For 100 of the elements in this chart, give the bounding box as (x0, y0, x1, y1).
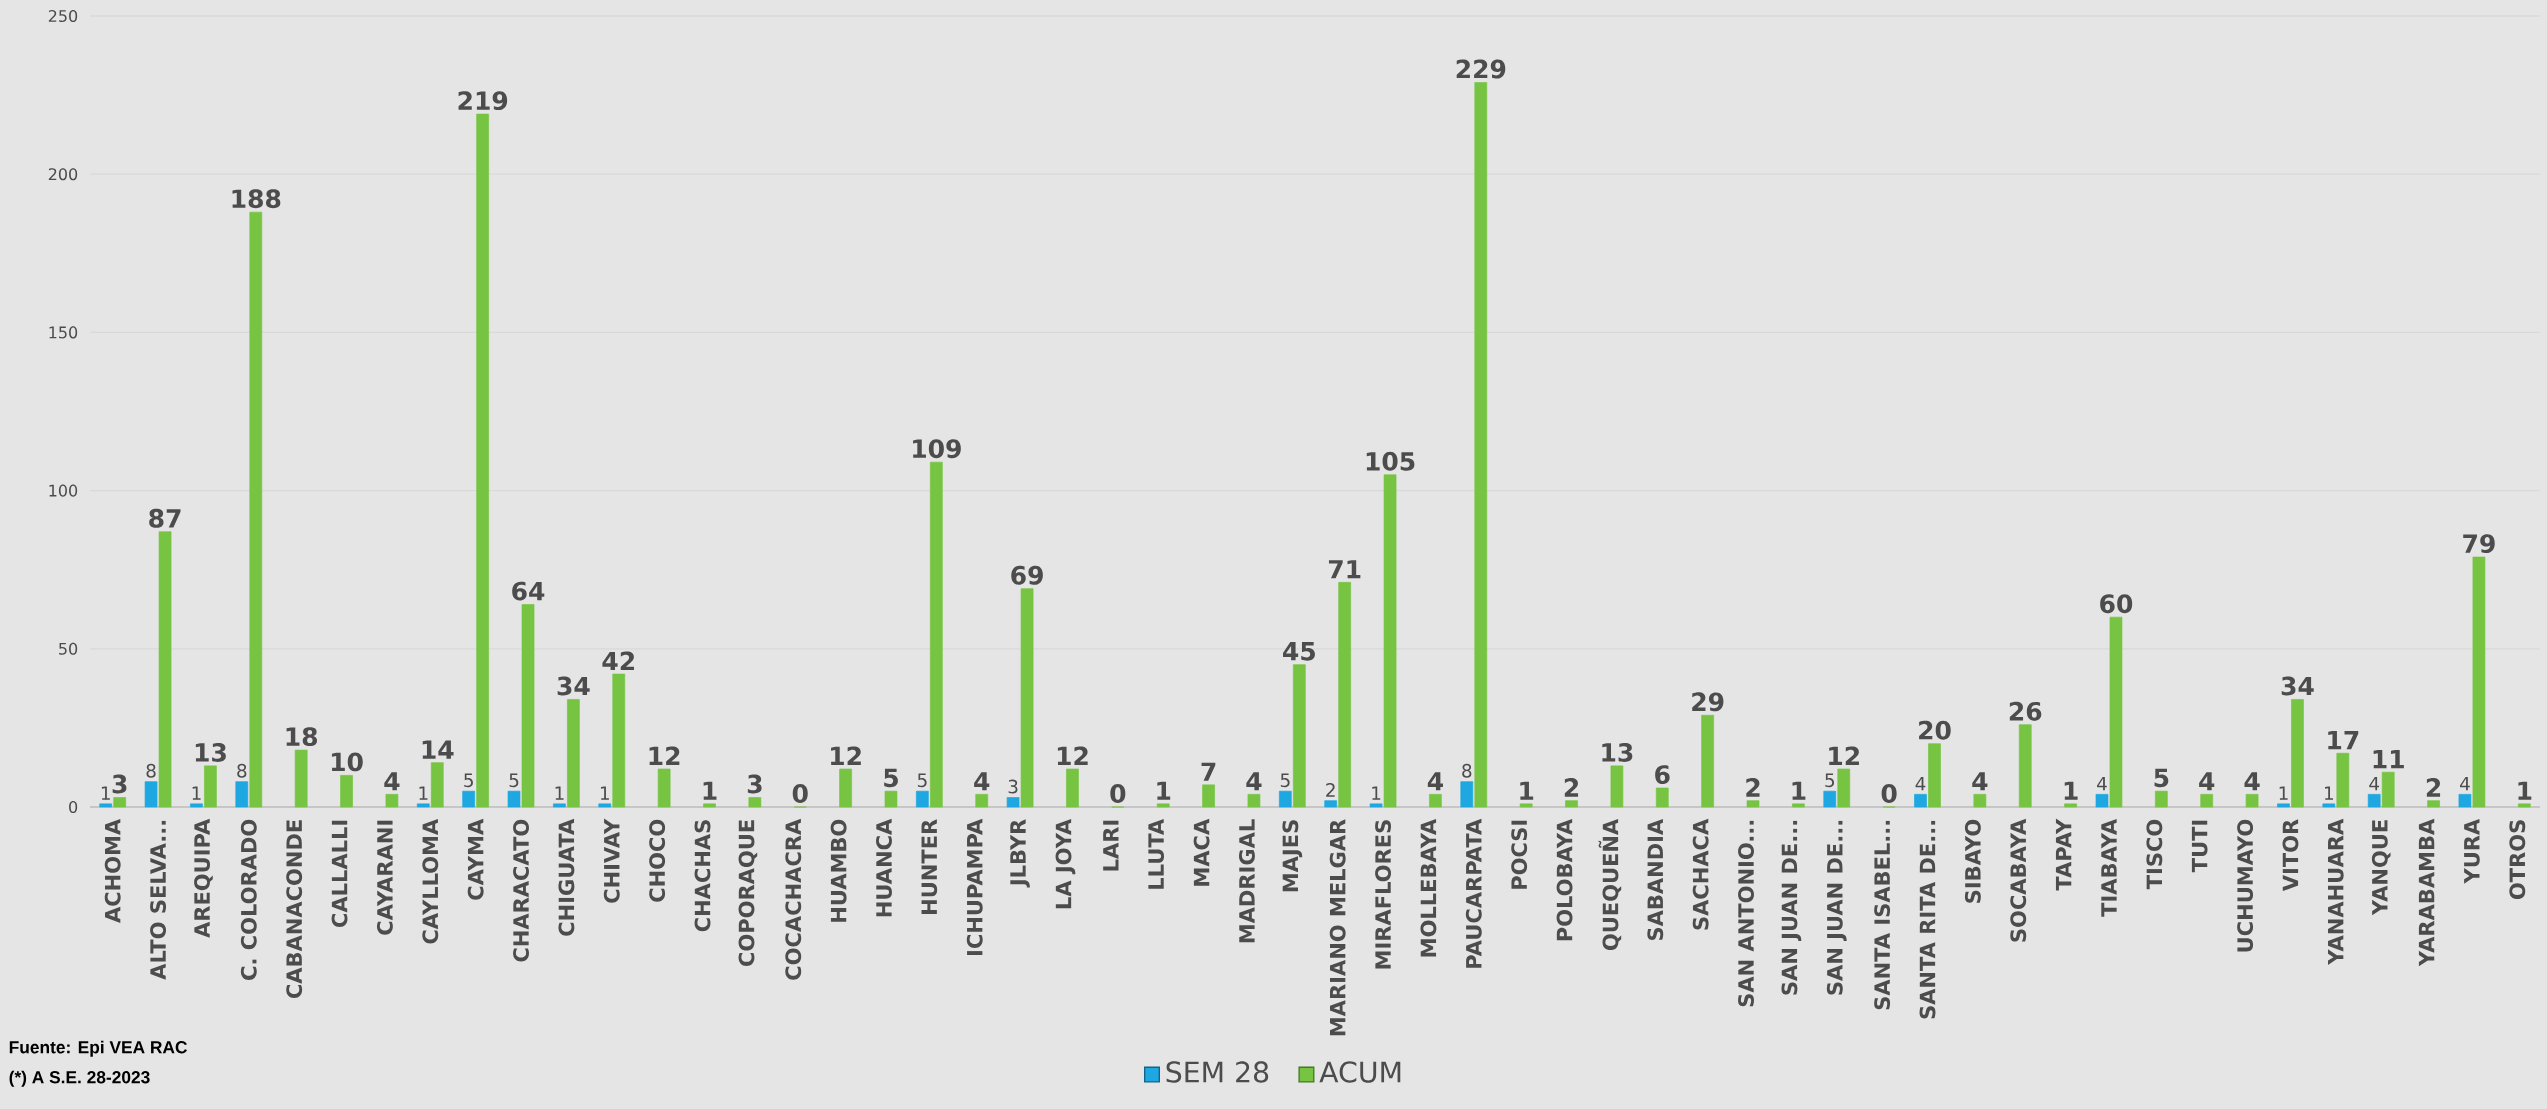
bar (1066, 768, 1079, 808)
bar (2291, 699, 2304, 808)
x-tick-label: CHOCO (649, 819, 666, 902)
x-tick-label: CAYMA (467, 818, 484, 900)
x-tick-label: ICHUPAMPA (966, 818, 983, 956)
bar (1474, 82, 1488, 808)
x-tick-label: CABANACONDE (286, 820, 303, 999)
bar (2472, 556, 2486, 808)
bar (2367, 794, 2381, 808)
bar (930, 461, 943, 808)
bar (294, 749, 308, 808)
data-label: 1 (555, 786, 564, 800)
bar (2095, 794, 2109, 808)
bar (462, 790, 475, 808)
data-label: 3 (1008, 779, 1018, 794)
bar (1973, 794, 1987, 808)
bar (2336, 752, 2350, 808)
x-tick-label: PAUCARPATA (1465, 818, 1482, 968)
data-label: 12 (1057, 746, 1088, 766)
data-label: 14 (422, 740, 454, 759)
data-label: 105 (1366, 451, 1415, 471)
bar (158, 531, 172, 808)
data-label: 42 (602, 651, 634, 671)
data-label: 29 (1692, 692, 1724, 712)
legend-label: SEM 28 (1166, 1061, 1269, 1083)
data-label: 7 (1201, 762, 1216, 781)
bar (1202, 784, 1215, 808)
data-label: 1 (2064, 781, 2078, 800)
bar (2277, 803, 2290, 808)
x-tick-label: SACHACA (1692, 818, 1709, 930)
data-label: 18 (286, 727, 318, 747)
bar (2109, 616, 2123, 808)
x-tick-label: HUAMBO (830, 819, 847, 922)
data-label: 1 (1372, 786, 1381, 800)
bar (2322, 803, 2336, 808)
y-tick-label: 200 (48, 168, 78, 181)
data-label: 2 (1326, 783, 1335, 797)
y-tick-label: 0 (69, 800, 78, 814)
text: (*) A S.E. 28-2023 (9, 1070, 150, 1087)
bar (476, 113, 489, 808)
bar (2200, 794, 2214, 808)
bar (2458, 794, 2472, 808)
bar (1792, 803, 1805, 808)
data-label: 0 (1881, 784, 1897, 804)
bar (430, 762, 444, 808)
data-label: 1 (703, 781, 717, 800)
data-label: 0 (792, 784, 808, 804)
bar (1324, 800, 1338, 808)
x-tick-label: SAN JUAN DE... (1781, 820, 1802, 995)
x-tick-label: UCHUMAYO (2237, 819, 2254, 952)
bar (748, 797, 762, 808)
bar (1519, 803, 1533, 808)
bar (1020, 588, 1034, 808)
x-tick-label: SAN JUAN DE... (1826, 820, 1847, 995)
x-tick-label: YANAHUARA (2328, 818, 2344, 965)
data-label: 34 (557, 676, 590, 696)
data-label: 4 (384, 772, 400, 791)
x-tick-label: POLOBAYA (1556, 818, 1573, 941)
bar (1746, 800, 1760, 808)
x-tick-label: CHIVAY (603, 818, 620, 903)
data-label: 60 (2100, 594, 2133, 614)
data-label: 4 (2097, 776, 2107, 791)
bar (1156, 803, 1170, 808)
data-label: 17 (2328, 731, 2359, 750)
x-tick-label: SIBAYO (1964, 819, 1981, 903)
y-tick-label: 250 (48, 9, 78, 23)
x-tick-label: MADRIGAL (1239, 819, 1255, 943)
data-label: 13 (1602, 742, 1633, 762)
x-tick-label: OTROS (2509, 820, 2526, 900)
bar (1928, 743, 1941, 808)
bar (249, 211, 263, 808)
y-tick-label: 150 (49, 326, 78, 339)
data-label: 34 (2281, 676, 2314, 696)
bar (1278, 790, 1292, 808)
bar (144, 781, 158, 808)
x-tick-label: SOCABAYA (2010, 818, 2027, 942)
x-tick-label: SANTA ISABEL... (1874, 820, 1891, 1010)
data-label: 8 (237, 763, 247, 778)
data-label: 8 (146, 763, 156, 778)
bar (2427, 800, 2440, 808)
x-tick-label: CHARACATO (513, 819, 529, 962)
data-label: 229 (1456, 59, 1506, 79)
x-tick-label: TUTI (2191, 820, 2208, 873)
x-tick-label: MACA (1193, 818, 1210, 886)
x-tick-label: SABANDIA (1647, 818, 1664, 940)
bar (657, 768, 671, 808)
data-label: 12 (1829, 746, 1859, 766)
bar (1429, 794, 1442, 808)
data-label: 4 (1246, 772, 1262, 791)
data-label: 4 (1972, 772, 1988, 791)
bar (612, 673, 626, 808)
x-tick-label: YARABAMBA (2418, 818, 2435, 967)
data-label: 8 (1462, 763, 1472, 778)
x-tick-label: CALLALLI (331, 820, 348, 927)
bar (416, 803, 430, 808)
x-tick-label: MOLLEBAYA (1420, 818, 1437, 957)
bar (2155, 790, 2168, 808)
x-tick-label: MAJES (1282, 820, 1303, 892)
data-label: 1 (600, 786, 609, 800)
data-label: 4 (2199, 772, 2215, 791)
